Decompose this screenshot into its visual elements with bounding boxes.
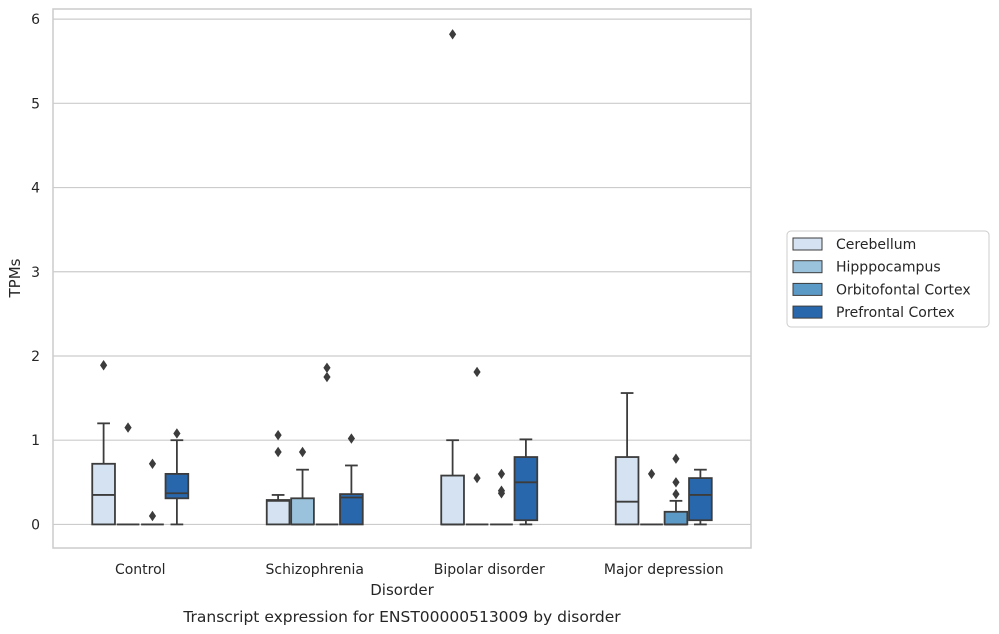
box-body [440, 474, 465, 526]
box-1-2 [465, 366, 489, 526]
y-tick-label: 6 [31, 12, 40, 28]
box-2-3 [663, 453, 689, 526]
legend: Cerebellum Hipppocampus Orbitofontal Corte… [786, 230, 990, 328]
box-3-1 [339, 433, 364, 526]
outlier-point [323, 362, 331, 373]
grid-lines [53, 18, 751, 526]
legend-swatch [792, 305, 823, 319]
x-tick-label: Major depression [604, 562, 724, 578]
outlier-point [274, 429, 282, 441]
box-plots [91, 29, 713, 526]
y-tick-label: 4 [31, 181, 40, 197]
x-tick-label: Bipolar disorder [434, 562, 545, 578]
x-tick-label: Control [115, 562, 166, 578]
outlier-point [100, 360, 108, 371]
outlier-point [497, 468, 506, 480]
box-3-0 [164, 428, 190, 526]
legend-frame [786, 230, 990, 328]
outlier-point [148, 510, 157, 522]
box-body [614, 456, 640, 526]
box-1-1 [290, 446, 315, 526]
outlier-point [323, 371, 331, 383]
outlier-point [173, 428, 181, 439]
box-3-3 [688, 468, 713, 526]
outlier-point [124, 422, 132, 433]
outlier-point [274, 446, 282, 458]
legend-swatch [792, 237, 823, 251]
outlier-point [298, 446, 307, 458]
outlier-point [647, 468, 656, 480]
box-0-3 [614, 392, 640, 526]
y-tick-label: 0 [31, 517, 40, 533]
chart-caption: Transcript expression for ENST0000051300… [182, 608, 621, 626]
legend-label: Orbitofontal Cortex [836, 282, 971, 298]
box-3-2 [513, 438, 539, 526]
y-tick-labels: 0 1 2 3 4 5 6 [31, 12, 40, 533]
legend-label: Cerebellum [836, 237, 916, 253]
box-body [663, 510, 689, 526]
outlier-point [672, 488, 680, 500]
y-tick-label: 1 [31, 433, 40, 449]
legend-label: Prefrontal Cortex [836, 305, 955, 321]
outlier-point [497, 485, 506, 496]
outlier-point [473, 366, 481, 378]
box-1-3 [640, 468, 663, 526]
box-body [290, 497, 315, 526]
box-body [339, 493, 364, 526]
outlier-point [473, 472, 481, 484]
box-0-2 [440, 29, 465, 526]
outlier-point [148, 458, 157, 469]
x-tick-label: Schizophrenia [266, 562, 364, 578]
box-body [265, 499, 291, 526]
box-1-0 [116, 422, 140, 526]
box-body [688, 477, 713, 522]
box-2-0 [141, 458, 164, 526]
legend-swatch [792, 260, 823, 274]
plot-area-frame [52, 8, 752, 549]
y-tick-label: 5 [31, 96, 40, 112]
legend-label: Hipppocampus [836, 260, 941, 276]
box-body [164, 472, 190, 500]
outlier-point [672, 453, 680, 464]
box-0-1 [265, 429, 291, 526]
legend-swatch [792, 282, 823, 296]
y-tick-label: 2 [31, 349, 40, 365]
outlier-point [672, 477, 680, 488]
outlier-point [449, 29, 457, 40]
y-tick-label: 3 [31, 265, 40, 281]
y-axis-label: TPMs [6, 258, 24, 298]
box-body [513, 456, 539, 522]
box-2-1 [315, 362, 339, 526]
box-2-2 [490, 468, 513, 526]
x-tick-labels: Control Schizophrenia Bipolar disorder Majo… [115, 562, 724, 578]
x-axis-label: Disorder [370, 581, 434, 599]
outlier-point [347, 433, 355, 444]
box-0-0 [91, 360, 116, 526]
